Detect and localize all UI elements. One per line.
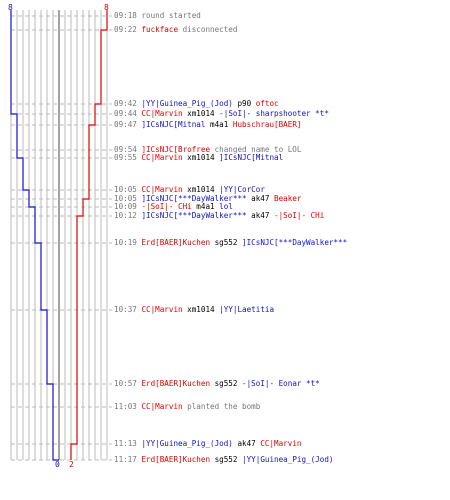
event-weapon: ak47 <box>232 439 261 448</box>
event-row: 10:37 CC|Marvin xm1014 |YY|Laetitia <box>114 305 274 315</box>
event-weapon: xm1014 <box>182 153 220 162</box>
event-weapon: ak47 <box>246 194 275 203</box>
event-player: CC|Marvin <box>141 185 183 194</box>
event-row: 10:19 Erd[BAER]Kuchen sg552 ]ICsNJC[***D… <box>114 238 347 248</box>
event-row: 10:05 CC|Marvin xm1014 |YY|CorCor <box>114 185 265 195</box>
event-player: Erd[BAER]Kuchen <box>141 238 211 247</box>
event-time: 10:57 <box>114 379 142 388</box>
event-time: 09:47 <box>114 120 142 129</box>
red-end-count: 2 <box>69 460 74 469</box>
event-time: 09:18 <box>114 11 142 20</box>
event-weapon: p90 <box>232 99 256 108</box>
event-player: ]ICsNJC[Brofree <box>141 145 211 154</box>
event-time: 09:44 <box>114 109 142 118</box>
event-row: 10:12 ]ICsNJC[***DayWalker*** ak47 -|SoI… <box>114 211 324 221</box>
event-row: 10:09 -|SoI|- CHi m4a1 lol <box>114 202 233 212</box>
event-text: planted the bomb <box>182 402 261 411</box>
event-player: CC|Marvin <box>141 402 183 411</box>
event-player: CC|Marvin <box>260 439 302 448</box>
event-player: oftoc <box>255 99 279 108</box>
event-player: ]ICsNJC[***DayWalker*** <box>141 194 247 203</box>
event-player: |YY|Laetitia <box>219 305 275 314</box>
event-row: 09:47 ]ICsNJC[Mitnal m4a1 Hubschrau[BAER… <box>114 120 301 130</box>
event-player: CC|Marvin <box>141 109 183 118</box>
event-time: 10:05 <box>114 194 142 203</box>
event-row: 09:42 |YY|Guinea_Pig_(Jod) p90 oftoc <box>114 99 279 109</box>
event-time: 09:54 <box>114 145 142 154</box>
event-time: 10:12 <box>114 211 142 220</box>
event-player: -|SoI|- sharpshooter *t* <box>219 109 329 118</box>
event-player: fuckface <box>141 25 179 34</box>
event-row: 09:22 fuckface disconnected <box>114 25 237 35</box>
event-player: -|SoI|- CHi <box>274 211 325 220</box>
event-player: Erd[BAER]Kuchen <box>141 379 211 388</box>
event-time: 10:19 <box>114 238 142 247</box>
event-time: 09:55 <box>114 153 142 162</box>
event-player: ]ICsNJC[Mitnal <box>141 120 206 129</box>
event-player: ]ICsNJC[Mitnal <box>219 153 284 162</box>
blue-team-alive-line <box>10 10 59 461</box>
event-time: 11:13 <box>114 439 142 448</box>
event-time: 11:17 <box>114 455 142 464</box>
event-text: changed name to LOL <box>210 145 302 154</box>
event-player: CC|Marvin <box>141 153 183 162</box>
event-player: Erd[BAER]Kuchen <box>141 455 211 464</box>
event-player: lol <box>219 202 233 211</box>
event-player: -|SoI|- Eonar *t* <box>242 379 320 388</box>
event-text: disconnected <box>178 25 238 34</box>
event-weapon: sg552 <box>210 455 243 464</box>
event-time: 10:09 <box>114 202 142 211</box>
event-row: 11:13 |YY|Guinea_Pig_(Jod) ak47 CC|Marvi… <box>114 439 301 449</box>
event-time: 10:37 <box>114 305 142 314</box>
event-weapon: sg552 <box>210 379 243 388</box>
event-weapon: xm1014 <box>182 305 220 314</box>
event-weapon: sg552 <box>210 238 243 247</box>
event-weapon: m4a1 <box>205 120 233 129</box>
event-weapon: xm1014 <box>182 109 220 118</box>
event-row: 09:44 CC|Marvin xm1014 -|SoI|- sharpshoo… <box>114 109 329 119</box>
event-player: |YY|Guinea_Pig_(Jod) <box>141 99 233 108</box>
event-row: 11:17 Erd[BAER]Kuchen sg552 |YY|Guinea_P… <box>114 455 333 465</box>
event-player: -|SoI|- CHi <box>141 202 192 211</box>
event-player: ]ICsNJC[***DayWalker*** <box>242 238 348 247</box>
red-team-alive-line <box>70 10 108 460</box>
event-row: 10:57 Erd[BAER]Kuchen sg552 -|SoI|- Eona… <box>114 379 320 389</box>
event-row: 09:18 round started <box>114 11 201 21</box>
event-time: 09:22 <box>114 25 142 34</box>
event-time: 10:05 <box>114 185 142 194</box>
event-time: 11:03 <box>114 402 142 411</box>
event-weapon: m4a1 <box>191 202 220 211</box>
blue-end-count: 0 <box>55 460 60 469</box>
event-player: Hubschrau[BAER] <box>232 120 302 129</box>
event-weapon: xm1014 <box>182 185 220 194</box>
event-player: |YY|Guinea_Pig_(Jod) <box>242 455 334 464</box>
blue-start-count: 8 <box>8 3 13 12</box>
red-start-count: 8 <box>104 3 109 12</box>
event-player: CC|Marvin <box>141 305 183 314</box>
event-player: ]ICsNJC[***DayWalker*** <box>141 211 247 220</box>
event-player: |YY|Guinea_Pig_(Jod) <box>141 439 233 448</box>
event-row: 09:55 CC|Marvin xm1014 ]ICsNJC[Mitnal <box>114 153 283 163</box>
event-row: 09:54 ]ICsNJC[Brofree changed name to LO… <box>114 145 301 155</box>
event-row: 10:05 ]ICsNJC[***DayWalker*** ak47 Beake… <box>114 194 301 204</box>
event-player: |YY|CorCor <box>219 185 265 194</box>
event-time: 09:42 <box>114 99 142 108</box>
event-row: 11:03 CC|Marvin planted the bomb <box>114 402 260 412</box>
event-text: round started <box>141 11 201 20</box>
event-weapon: ak47 <box>246 211 275 220</box>
event-player: Beaker <box>274 194 302 203</box>
